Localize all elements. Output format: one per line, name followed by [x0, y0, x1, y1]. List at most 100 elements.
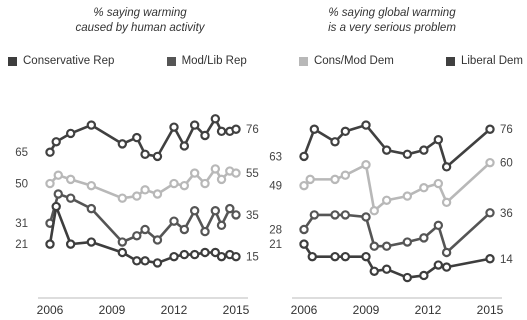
left-point-liberal-dem-4 — [117, 139, 128, 149]
left-point-liberal-dem-0 — [45, 147, 55, 157]
left-point-cons-mod-dem-9 — [179, 180, 190, 191]
right-point-liberal-dem-7 — [419, 145, 429, 155]
right-point-cons-mod-dem-7 — [402, 191, 413, 201]
left-point-cons-mod-dem-11 — [200, 178, 210, 189]
right-point-conservative-rep-8 — [419, 270, 429, 281]
left-point-conservative-rep-0 — [45, 239, 55, 249]
left-point-liberal-dem-13 — [216, 126, 227, 137]
left-start-label-mod-lib-rep: 31 — [15, 218, 28, 230]
right-point-cons-mod-dem-10 — [441, 197, 452, 208]
right-point-liberal-dem-10 — [485, 124, 495, 134]
legend-label-liberal-dem: Liberal Dem — [460, 55, 523, 67]
right-title-line-2: is a very serious problem — [328, 22, 456, 34]
left-title-line-1: % saying warming — [93, 7, 187, 19]
left-point-conservative-rep-8 — [169, 251, 179, 262]
right-end-label-cons-mod-dem: 60 — [500, 158, 513, 170]
left-x-tick-2009: 2009 — [99, 303, 126, 317]
left-point-liberal-dem-9 — [179, 141, 190, 151]
left-point-conservative-rep-13 — [216, 251, 227, 262]
left-point-conservative-rep-9 — [179, 249, 190, 260]
left-point-cons-mod-dem-1 — [53, 170, 63, 180]
right-point-liberal-dem-2 — [330, 137, 340, 147]
legend-label-conservative-rep: Conservative Rep — [23, 55, 115, 67]
right-point-mod-lib-rep-5 — [369, 241, 379, 251]
left-point-liberal-dem-10 — [189, 120, 200, 130]
left-series-line-liberal-dem — [48, 117, 237, 158]
left-point-liberal-dem-1 — [51, 137, 61, 147]
left-point-liberal-dem-7 — [152, 151, 163, 162]
right-point-mod-lib-rep-0 — [299, 224, 309, 235]
left-x-tick-2012: 2012 — [161, 303, 188, 317]
right-x-tick-2009: 2009 — [353, 303, 380, 317]
right-x-tick-2015: 2015 — [477, 303, 504, 317]
right-series-line-cons-mod-dem — [303, 161, 491, 213]
left-series-line-cons-mod-dem — [49, 167, 237, 200]
legend-swatch-conservative-rep — [8, 56, 17, 66]
right-point-cons-mod-dem-5 — [369, 206, 379, 216]
left-point-cons-mod-dem-3 — [86, 180, 97, 191]
left-point-mod-lib-rep-9 — [179, 224, 190, 235]
left-point-conservative-rep-2 — [65, 239, 76, 249]
left-point-conservative-rep-10 — [189, 249, 200, 260]
right-point-mod-lib-rep-7 — [402, 237, 413, 247]
right-point-conservative-rep-10 — [441, 262, 452, 272]
left-point-cons-mod-dem-2 — [65, 174, 76, 185]
left-point-conservative-rep-7 — [152, 258, 163, 268]
left-point-liberal-dem-8 — [169, 122, 179, 132]
right-point-mod-lib-rep-8 — [419, 233, 429, 243]
right-point-cons-mod-dem-3 — [340, 170, 351, 180]
right-series-line-liberal-dem — [302, 123, 491, 169]
left-point-liberal-dem-2 — [65, 128, 76, 139]
left-point-liberal-dem-3 — [86, 120, 97, 130]
left-start-label-conservative-rep: 21 — [15, 239, 28, 251]
right-point-liberal-dem-1 — [309, 124, 320, 134]
left-point-cons-mod-dem-13 — [216, 174, 227, 185]
left-title-line-2: caused by human activity — [75, 22, 205, 34]
left-point-liberal-dem-12 — [210, 114, 221, 124]
right-start-label-conservative-rep: 21 — [269, 239, 282, 251]
left-x-tick-2006: 2006 — [37, 303, 64, 317]
left-end-label-liberal-dem: 76 — [246, 124, 259, 136]
right-point-liberal-dem-0 — [299, 151, 309, 162]
legend-item-liberal-dem: Liberal Dem — [445, 55, 523, 67]
left-point-mod-lib-rep-5 — [132, 231, 142, 241]
right-point-cons-mod-dem-2 — [330, 174, 340, 185]
right-point-mod-lib-rep-2 — [330, 210, 340, 220]
right-point-cons-mod-dem-4 — [361, 160, 371, 170]
right-point-cons-mod-dem-11 — [485, 157, 495, 168]
left-point-mod-lib-rep-4 — [117, 237, 128, 247]
right-start-label-liberal-dem: 63 — [269, 151, 282, 163]
right-point-conservative-rep-11 — [485, 254, 495, 264]
legend-swatch-cons-mod-dem — [298, 56, 308, 66]
right-point-conservative-rep-4 — [361, 251, 371, 262]
right-point-mod-lib-rep-6 — [381, 241, 392, 251]
legend-label-cons-mod-dem: Cons/Mod Dem — [313, 55, 394, 67]
left-point-mod-lib-rep-13 — [216, 220, 227, 231]
right-point-cons-mod-dem-6 — [381, 195, 392, 205]
left-point-conservative-rep-1 — [51, 201, 61, 212]
right-point-cons-mod-dem-0 — [299, 180, 309, 191]
right-point-mod-lib-rep-3 — [340, 210, 351, 220]
left-point-conservative-rep-15 — [231, 251, 241, 262]
left-point-cons-mod-dem-0 — [45, 178, 55, 189]
legend-item-mod-lib-rep: Mod/Lib Rep — [166, 55, 247, 67]
left-point-conservative-rep-6 — [140, 256, 150, 266]
left-end-label-conservative-rep: 15 — [246, 252, 259, 264]
left-point-cons-mod-dem-6 — [140, 185, 150, 195]
right-point-conservative-rep-3 — [340, 251, 351, 262]
left-point-cons-mod-dem-5 — [132, 191, 142, 201]
right-point-conservative-rep-7 — [402, 272, 413, 283]
right-point-cons-mod-dem-9 — [433, 178, 444, 189]
left-point-cons-mod-dem-15 — [231, 168, 241, 178]
left-end-label-cons-mod-dem: 55 — [246, 168, 259, 180]
legend-swatch-liberal-dem — [445, 56, 455, 66]
right-panel-title: % saying global warming is a very seriou… — [272, 6, 512, 36]
left-panel-title: % saying warming caused by human activit… — [20, 6, 260, 36]
left-point-mod-lib-rep-11 — [200, 226, 210, 237]
right-title-line-1: % saying global warming — [328, 7, 456, 19]
right-start-label-cons-mod-dem: 49 — [269, 181, 282, 193]
right-point-mod-lib-rep-9 — [433, 220, 444, 231]
left-point-conservative-rep-3 — [86, 237, 97, 247]
right-point-conservative-rep-5 — [369, 266, 379, 276]
